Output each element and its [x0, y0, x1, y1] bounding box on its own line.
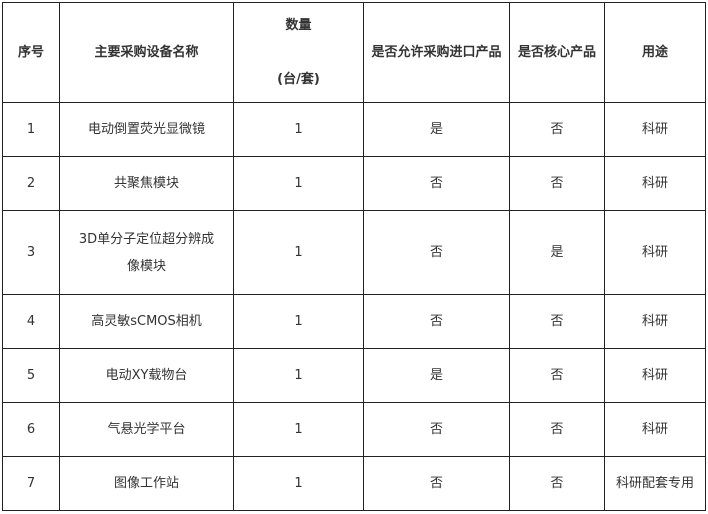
table-row: 2 共聚焦模块 1 否否科研 [2, 156, 706, 211]
cell-core: 否 [509, 456, 605, 511]
cell-name: 电动倒置荧光显微镜 [59, 102, 234, 157]
header-core: 是否核心产品 [509, 2, 605, 103]
cell-import: 否 [363, 294, 510, 349]
header-qty: 数量 (台/套) [233, 2, 364, 103]
cell-qty: 1 [233, 294, 364, 349]
cell-core: 否 [509, 102, 605, 157]
header-name: 主要采购设备名称 [59, 2, 234, 103]
header-index: 序号 [2, 2, 60, 103]
cell-qty: 1 [233, 210, 364, 295]
table-row: 4 高灵敏sCMOS相机 1 否否科研 [2, 294, 706, 349]
cell-core: 是 [509, 210, 605, 295]
cell-name: 电动XY载物台 [59, 348, 234, 403]
table-row: 7 图像工作站 1 否否科研配套专用 [2, 456, 706, 511]
cell-core: 否 [509, 402, 605, 457]
cell-index: 5 [2, 348, 60, 403]
cell-qty: 1 [233, 102, 364, 157]
cell-qty: 1 [233, 402, 364, 457]
cell-index: 6 [2, 402, 60, 457]
cell-core: 否 [509, 156, 605, 211]
cell-index: 7 [2, 456, 60, 511]
header-qty-unit: (台/套) [277, 72, 320, 87]
cell-qty: 1 [233, 348, 364, 403]
cell-import: 否 [363, 456, 510, 511]
header-import: 是否允许采购进口产品 [363, 2, 510, 103]
cell-index: 4 [2, 294, 60, 349]
cell-core: 否 [509, 348, 605, 403]
cell-qty: 1 [233, 156, 364, 211]
header-row: 序号 主要采购设备名称 数量 (台/套) 是否允许采购进口产品 是否核心产品 用… [2, 2, 706, 103]
cell-usage: 科研 [604, 348, 706, 403]
cell-import: 是 [363, 348, 510, 403]
cell-name: 气悬光学平台 [59, 402, 234, 457]
table-row: 3 3D单分子定位超分辨成像模块 1 否是科研 [2, 210, 706, 295]
cell-name: 高灵敏sCMOS相机 [59, 294, 234, 349]
cell-import: 否 [363, 156, 510, 211]
cell-name: 图像工作站 [59, 456, 234, 511]
header-qty-label: 数量 [285, 18, 312, 33]
cell-index: 3 [2, 210, 60, 295]
cell-usage: 科研 [604, 402, 706, 457]
header-usage: 用途 [604, 2, 706, 103]
table-row: 1 电动倒置荧光显微镜 1 是否科研 [2, 102, 706, 157]
cell-index: 1 [2, 102, 60, 157]
cell-import: 否 [363, 402, 510, 457]
cell-usage: 科研 [604, 102, 706, 157]
cell-index: 2 [2, 156, 60, 211]
cell-usage: 科研 [604, 294, 706, 349]
cell-name: 3D单分子定位超分辨成像模块 [59, 210, 234, 295]
cell-qty: 1 [233, 456, 364, 511]
table-row: 6 气悬光学平台 1 否否科研 [2, 402, 706, 457]
cell-core: 否 [509, 294, 605, 349]
cell-usage: 科研配套专用 [604, 456, 706, 511]
cell-usage: 科研 [604, 156, 706, 211]
cell-import: 否 [363, 210, 510, 295]
cell-import: 是 [363, 102, 510, 157]
table-row: 5 电动XY载物台 1 是否科研 [2, 348, 706, 403]
cell-usage: 科研 [604, 210, 706, 295]
cell-name: 共聚焦模块 [59, 156, 234, 211]
